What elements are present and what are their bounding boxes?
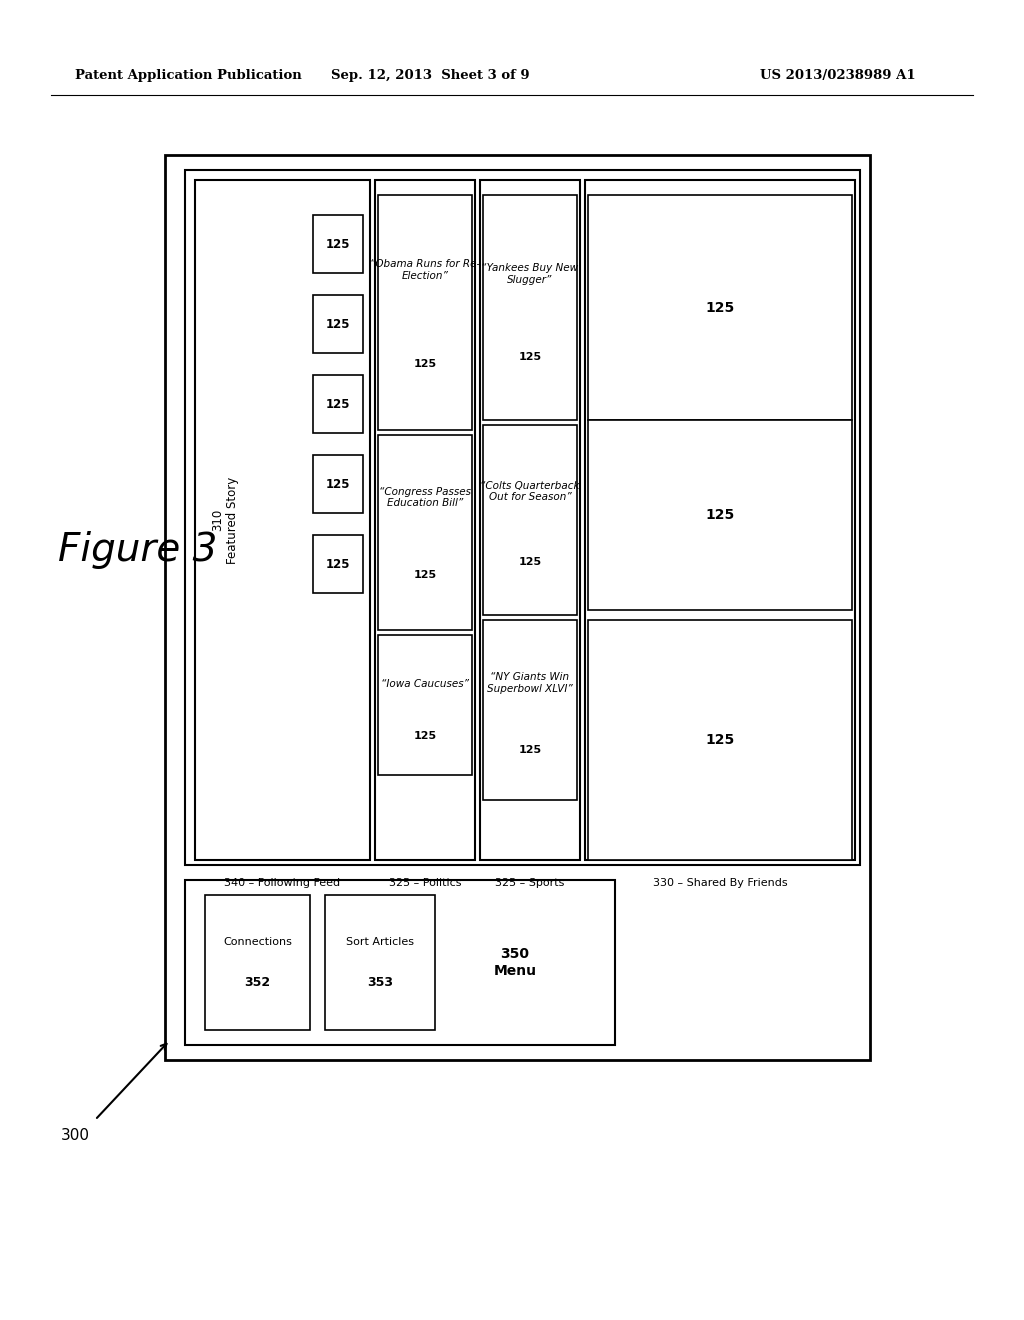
- Text: 125: 125: [518, 557, 542, 566]
- Text: 330 – Shared By Friends: 330 – Shared By Friends: [652, 878, 787, 888]
- Text: 125: 125: [326, 318, 350, 330]
- Bar: [185, 880, 615, 1045]
- Bar: [378, 635, 472, 775]
- Text: “Colts Quarterback
Out for Season”: “Colts Quarterback Out for Season”: [480, 480, 580, 503]
- Text: 125: 125: [706, 733, 734, 747]
- Text: “Obama Runs for Re-
Election”: “Obama Runs for Re- Election”: [370, 260, 480, 281]
- Text: Sort Articles: Sort Articles: [346, 937, 414, 948]
- Text: 340 – Following Feed: 340 – Following Feed: [224, 878, 341, 888]
- Bar: [378, 195, 472, 430]
- Bar: [205, 895, 310, 1030]
- Bar: [483, 195, 577, 420]
- Bar: [483, 620, 577, 800]
- Text: 125: 125: [518, 352, 542, 362]
- Text: 125: 125: [326, 238, 350, 251]
- Bar: [185, 170, 860, 865]
- Bar: [588, 620, 852, 861]
- Bar: [313, 455, 362, 513]
- Text: 125: 125: [706, 508, 734, 521]
- Text: Sep. 12, 2013  Sheet 3 of 9: Sep. 12, 2013 Sheet 3 of 9: [331, 69, 529, 82]
- Text: 125: 125: [414, 731, 436, 741]
- Text: “Yankees Buy New
Slugger”: “Yankees Buy New Slugger”: [481, 263, 579, 285]
- Bar: [375, 180, 475, 861]
- Bar: [483, 425, 577, 615]
- Bar: [588, 420, 852, 610]
- Bar: [195, 180, 370, 861]
- Text: 125: 125: [414, 570, 436, 581]
- Bar: [313, 215, 362, 273]
- Text: Connections: Connections: [223, 937, 292, 948]
- Bar: [165, 154, 870, 1060]
- Bar: [325, 895, 435, 1030]
- Bar: [313, 294, 362, 352]
- Bar: [585, 180, 855, 861]
- Text: 125: 125: [518, 744, 542, 755]
- Bar: [480, 180, 580, 861]
- Text: “Iowa Caucuses”: “Iowa Caucuses”: [381, 678, 469, 689]
- Text: 353: 353: [367, 977, 393, 989]
- Text: 125: 125: [326, 557, 350, 570]
- Text: 325 – Sports: 325 – Sports: [496, 878, 564, 888]
- Text: US 2013/0238989 A1: US 2013/0238989 A1: [760, 69, 915, 82]
- Bar: [588, 195, 852, 420]
- Bar: [378, 436, 472, 630]
- Text: 125: 125: [706, 301, 734, 314]
- Text: “Congress Passes
Education Bill”: “Congress Passes Education Bill”: [379, 487, 471, 508]
- Text: 300: 300: [60, 1127, 89, 1143]
- Text: “NY Giants Win
Superbowl XLVI”: “NY Giants Win Superbowl XLVI”: [487, 672, 572, 694]
- Text: 352: 352: [245, 977, 270, 989]
- Text: 125: 125: [326, 397, 350, 411]
- Text: Patent Application Publication: Patent Application Publication: [75, 69, 302, 82]
- Text: Figure 3: Figure 3: [58, 531, 217, 569]
- Text: 125: 125: [414, 359, 436, 370]
- Bar: [313, 535, 362, 593]
- Text: 125: 125: [326, 478, 350, 491]
- Text: 350
Menu: 350 Menu: [494, 948, 537, 978]
- Text: 325 – Politics: 325 – Politics: [389, 878, 461, 888]
- Bar: [313, 375, 362, 433]
- Text: 310
Featured Story: 310 Featured Story: [211, 477, 239, 564]
